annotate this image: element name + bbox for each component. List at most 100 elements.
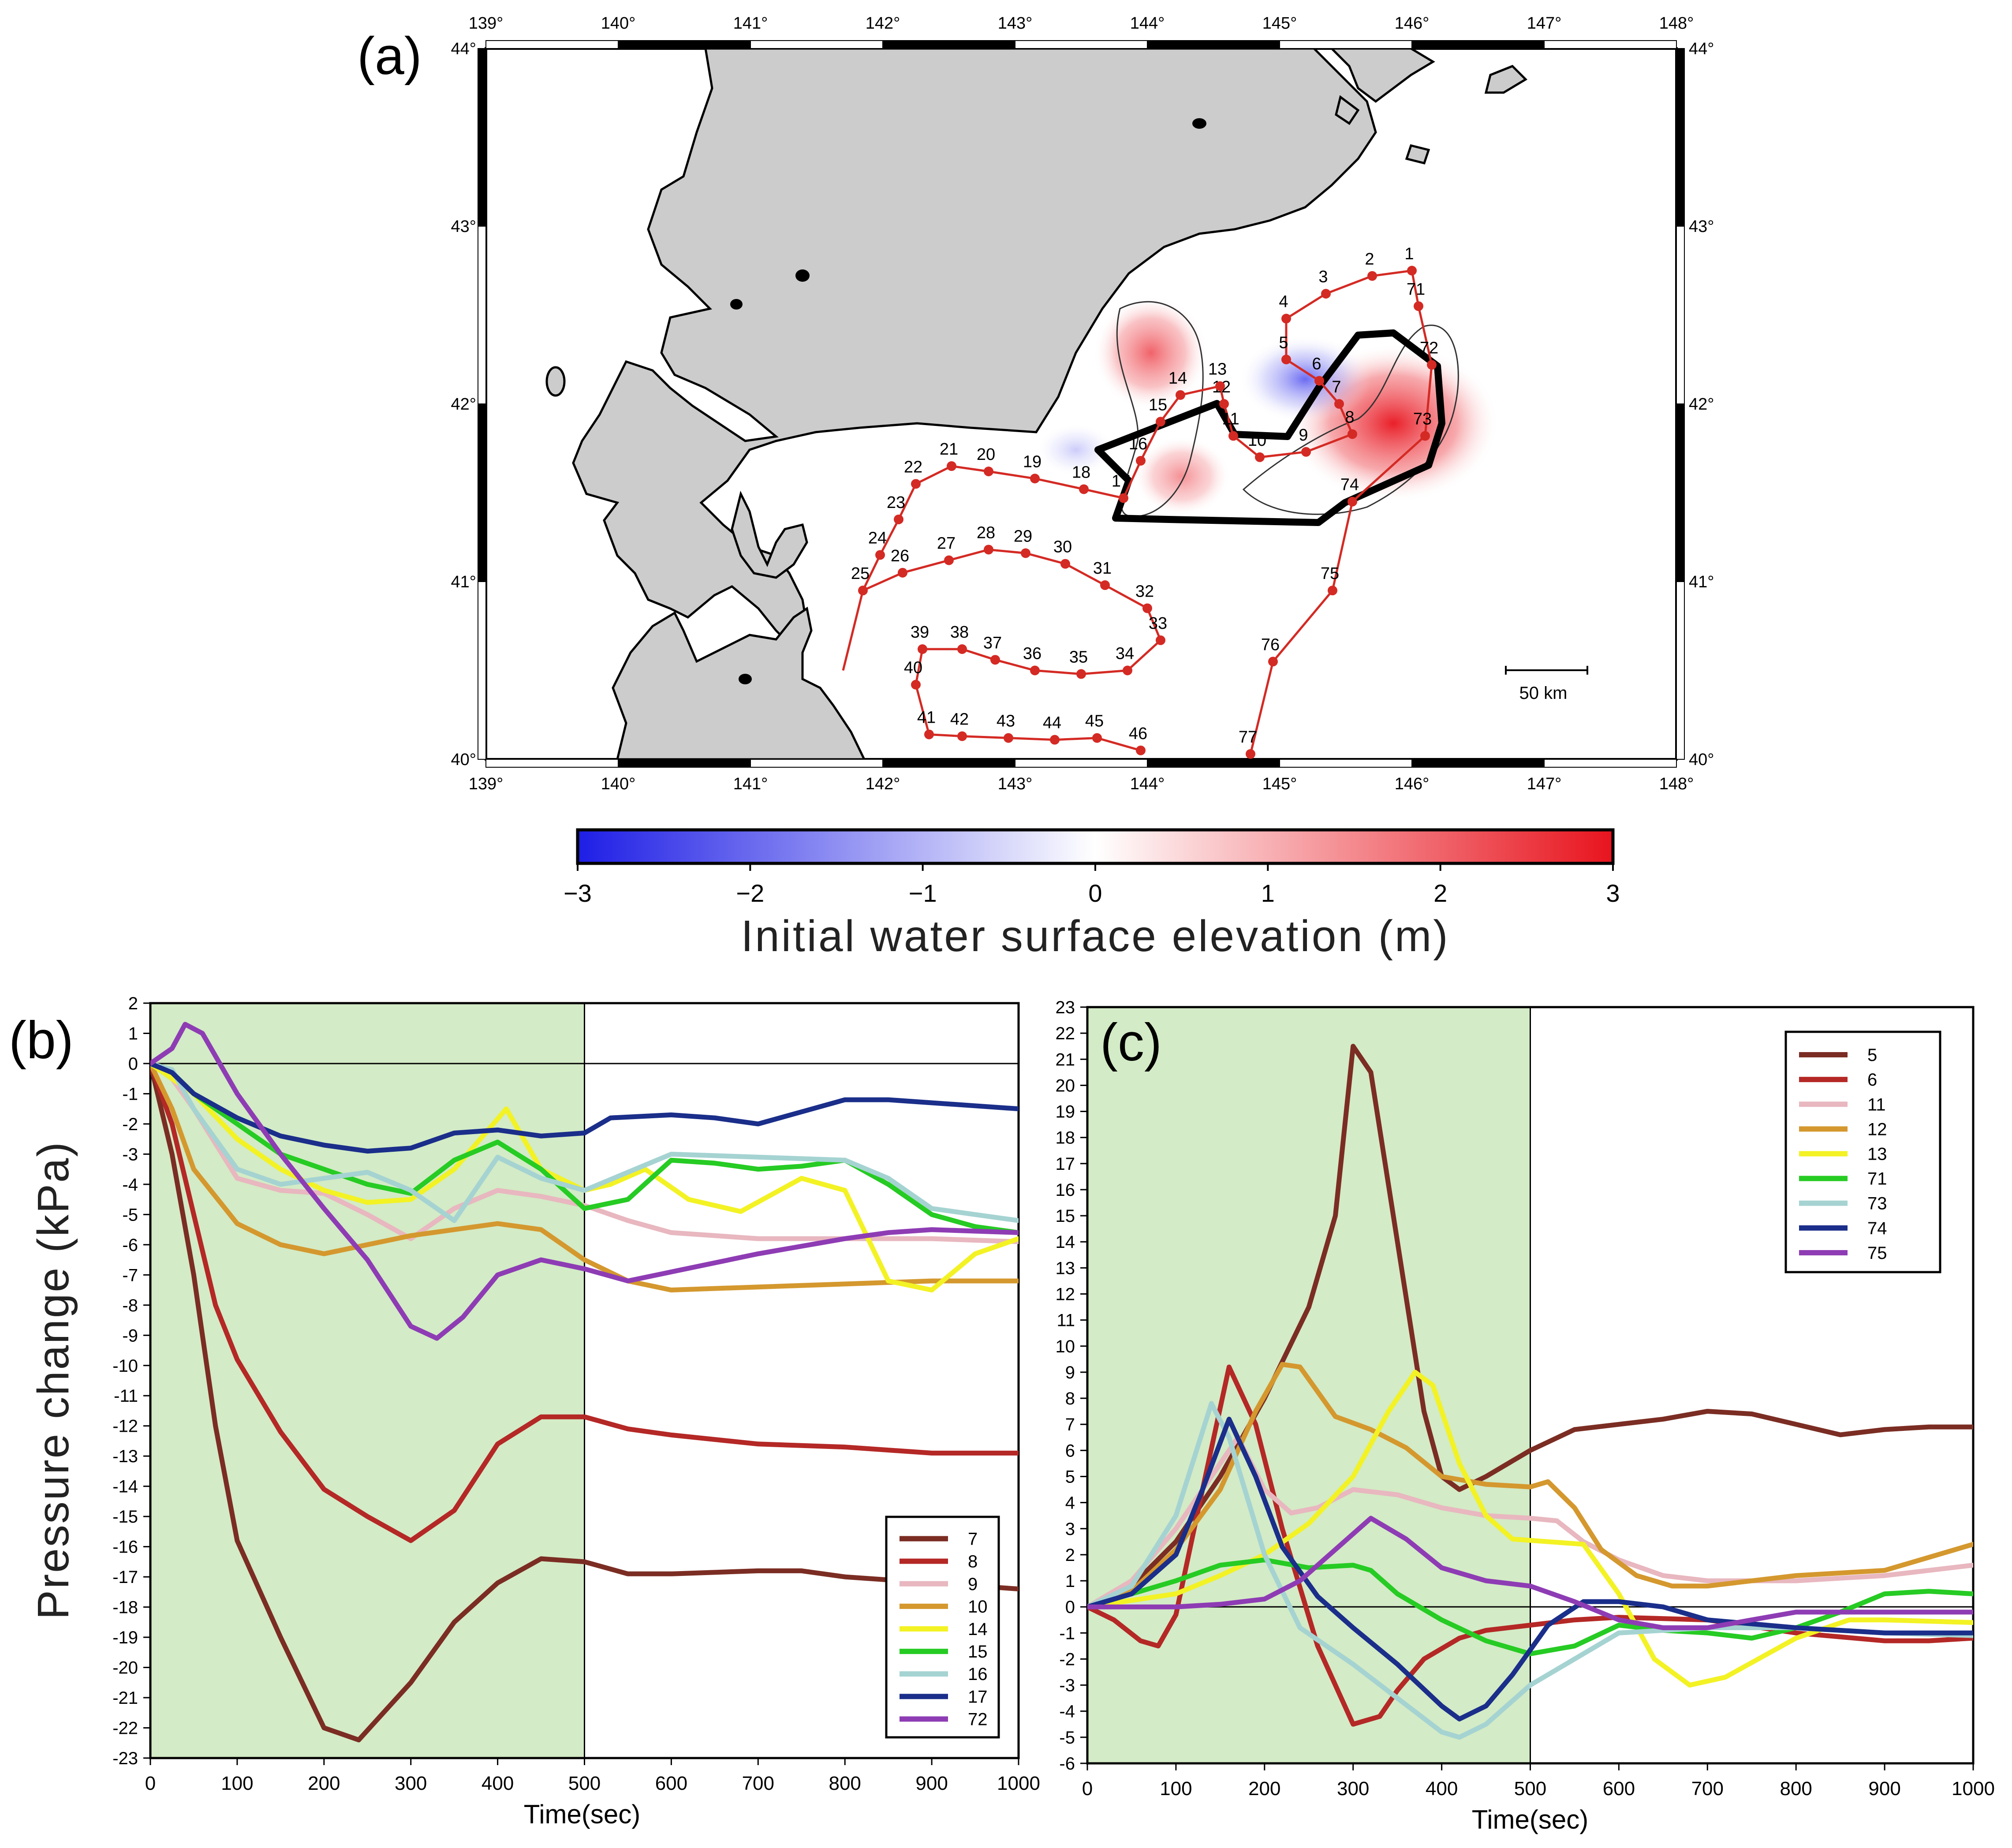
x-tick-label: 900 [1868, 1778, 1900, 1799]
lon-tick-label-top: 141° [733, 14, 768, 33]
series-line-75 [1087, 1516, 1973, 1630]
map-frame-bar-left [478, 226, 486, 404]
map-frame-bar-bottom [485, 759, 619, 768]
station-marker [984, 545, 993, 555]
map-frame-bar-top [1147, 40, 1280, 49]
station-marker [1348, 497, 1357, 507]
station-label: 34 [1116, 645, 1134, 663]
map-lon-ticks-top: 139° 140° 141° 142° 143° 144° 145° 146° 147° 148° [469, 14, 1694, 33]
station-marker [990, 655, 1000, 665]
y-tick-label: -8 [122, 1296, 138, 1315]
station-label: 7 [1332, 378, 1341, 396]
station-label: 37 [983, 634, 1002, 652]
map-frame-bar-top [1411, 40, 1545, 49]
chart-b-axes: 0 100 200 300 400 500 600 700 800 900 1000210-1-2-… [112, 994, 1040, 1794]
x-tick-label: 200 [1248, 1778, 1280, 1799]
station-label: 20 [977, 445, 995, 464]
station-marker [1119, 493, 1128, 503]
chart-c-series [1087, 1044, 1973, 1740]
station-marker [924, 729, 934, 739]
station-label: 10 [1248, 431, 1266, 450]
lon-tick-label-bottom: 142° [866, 775, 900, 793]
y-tick-label: -12 [112, 1417, 138, 1436]
land-hokkaido [572, 49, 1377, 650]
y-tick-label: -17 [112, 1568, 138, 1587]
y-tick-label: -16 [112, 1538, 138, 1557]
station-marker [1030, 665, 1040, 676]
station-label: 73 [1413, 410, 1432, 429]
station-marker [911, 679, 921, 690]
station-label: 17 [1112, 472, 1130, 491]
station-label: 11 [1222, 410, 1239, 429]
x-tick-label: 800 [1780, 1778, 1812, 1799]
lon-tick-label-bottom: 145° [1262, 775, 1297, 793]
map-frame-bar-bottom [1015, 759, 1148, 768]
station-label: 16 [1129, 435, 1147, 453]
station-label: 22 [904, 458, 922, 476]
legend-label: 11 [1867, 1095, 1886, 1114]
map-frame-bar-bottom [750, 759, 883, 768]
y-tick-label: -15 [112, 1507, 138, 1527]
x-tick-label: 400 [482, 1773, 514, 1794]
uplift-zone-west [1094, 295, 1208, 410]
y-tick-label: -9 [122, 1326, 138, 1345]
x-tick-label: 0 [1082, 1778, 1093, 1799]
map-frame-bar-left [478, 581, 486, 760]
station-marker [984, 467, 993, 477]
x-tick-label: 900 [915, 1773, 948, 1794]
chart-b-ylabel: Pressure change (kPa) [29, 1141, 78, 1620]
x-tick-label: 500 [568, 1773, 601, 1794]
legend-label: 75 [1867, 1243, 1887, 1263]
station-label: 42 [950, 710, 969, 729]
series-line-74 [1087, 1416, 1973, 1721]
y-tick-label: -20 [112, 1658, 138, 1678]
station-label: 72 [1420, 339, 1438, 357]
y-tick-label: -23 [112, 1749, 138, 1768]
station-marker [1321, 289, 1331, 299]
station-marker [1281, 355, 1291, 365]
subsidence-zone-west [1036, 423, 1116, 476]
station-marker [911, 479, 921, 489]
station-label: 21 [940, 440, 958, 459]
y-tick-label: -6 [122, 1236, 138, 1255]
station-label: 14 [1168, 369, 1187, 388]
station-marker [1281, 314, 1291, 324]
station-marker [858, 586, 868, 596]
station-label: 29 [1014, 527, 1032, 546]
station-marker [1030, 474, 1040, 484]
legend-label: 14 [968, 1620, 988, 1639]
y-tick-label: 2 [1065, 1546, 1075, 1565]
map-frame-bar-right [1676, 581, 1685, 760]
y-tick-label: -4 [1059, 1702, 1075, 1721]
station-label: 1 [1404, 245, 1414, 263]
lake-3 [739, 674, 752, 684]
station-label: 18 [1072, 463, 1090, 482]
uplift-zone-south [1133, 437, 1230, 516]
station-label: 19 [1023, 452, 1041, 471]
lon-tick-label-bottom: 148° [1659, 775, 1694, 793]
station-marker [957, 644, 967, 654]
series-line-13 [1087, 1370, 1973, 1688]
chart-b-series [150, 1022, 1019, 1743]
y-tick-label: -5 [1059, 1728, 1075, 1747]
land-honshu [612, 606, 866, 759]
map-frame-bar-bottom [1147, 759, 1280, 768]
chart-c-xlabel: Time(sec) [1472, 1805, 1588, 1834]
station-route-line [862, 548, 1162, 752]
station-marker [1021, 548, 1030, 558]
land-kuril-islands [1330, 49, 1528, 164]
y-tick-label: 14 [1056, 1232, 1075, 1252]
station-marker [1268, 657, 1278, 667]
y-tick-label: -18 [112, 1598, 138, 1617]
x-tick-label: 100 [1160, 1778, 1192, 1799]
station-marker [1136, 745, 1146, 755]
chart-c-axes: 0 100 200 300 400 500 600 700 800 900 100023222120… [1056, 998, 1995, 1799]
station-label: 2 [1365, 250, 1374, 269]
station-marker [1228, 431, 1238, 441]
station-label: 33 [1149, 614, 1167, 633]
chart-b-shaded-interval [150, 1003, 585, 1758]
lat-tick-label-left: 41° [451, 573, 476, 591]
station-label: 45 [1085, 712, 1104, 731]
scale-bar-label: 50 km [1519, 683, 1568, 703]
lon-tick-label-top: 140° [601, 14, 636, 33]
